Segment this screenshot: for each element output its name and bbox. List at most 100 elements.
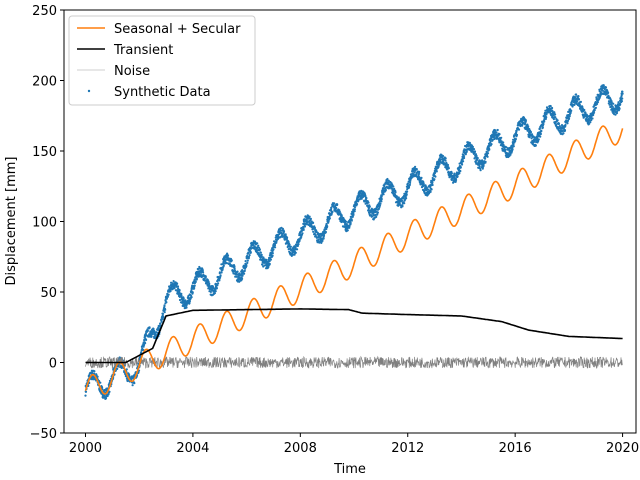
data-point — [465, 150, 468, 153]
data-point — [515, 133, 519, 136]
data-point — [84, 394, 87, 397]
data-point — [557, 122, 561, 125]
data-point — [414, 165, 417, 168]
data-point — [268, 260, 271, 263]
data-point — [474, 161, 477, 164]
data-point — [390, 187, 394, 190]
data-point — [151, 333, 154, 336]
x-axis-label: Time — [333, 462, 366, 477]
data-point — [194, 280, 197, 283]
data-point — [326, 225, 329, 228]
data-point — [504, 148, 507, 151]
data-point — [403, 202, 406, 205]
y-tick-label: 250 — [32, 4, 57, 19]
data-point — [420, 176, 423, 179]
data-point — [378, 206, 381, 209]
data-point — [275, 241, 278, 244]
data-point — [621, 97, 624, 100]
data-point — [96, 375, 99, 378]
data-point — [333, 202, 336, 205]
legend-label-noise: Noise — [114, 64, 150, 79]
data-point — [297, 243, 300, 246]
x-tick-label: 2012 — [391, 441, 424, 456]
data-point — [312, 221, 315, 224]
data-point — [331, 210, 334, 213]
data-point — [202, 271, 205, 274]
data-point — [574, 96, 577, 99]
data-point — [167, 293, 170, 296]
data-point — [300, 235, 303, 238]
data-point — [447, 167, 450, 170]
data-point — [498, 133, 501, 136]
data-point — [618, 107, 621, 110]
legend-swatch-data — [87, 89, 91, 93]
data-point — [245, 264, 248, 268]
data-point — [180, 292, 183, 295]
data-point — [221, 268, 224, 271]
data-point — [386, 177, 389, 181]
y-tick-label: 200 — [32, 75, 57, 90]
data-point — [614, 113, 617, 116]
data-point — [365, 197, 368, 200]
data-point — [463, 156, 466, 160]
data-point — [415, 168, 418, 171]
data-point — [380, 198, 383, 201]
data-point — [106, 394, 109, 398]
data-point — [247, 252, 250, 255]
data-point — [166, 295, 169, 298]
data-point — [434, 175, 437, 178]
data-point — [554, 116, 557, 119]
data-point — [301, 232, 304, 235]
data-point — [401, 205, 404, 208]
data-point — [527, 125, 530, 128]
data-point — [431, 183, 434, 187]
legend-frame — [68, 15, 256, 106]
data-point — [453, 172, 456, 175]
data-point — [577, 95, 580, 98]
data-point — [482, 164, 485, 167]
data-point — [258, 248, 261, 251]
data-point — [446, 163, 450, 167]
data-point — [104, 397, 108, 400]
data-point — [551, 106, 554, 110]
data-point — [345, 223, 348, 226]
data-point — [616, 104, 620, 107]
data-point — [413, 171, 416, 174]
data-point — [611, 105, 614, 108]
data-point — [140, 351, 143, 354]
data-point — [486, 153, 489, 157]
data-point — [441, 157, 444, 160]
data-point — [573, 103, 576, 106]
data-point — [491, 138, 494, 141]
data-point — [554, 113, 557, 116]
data-point — [438, 163, 441, 166]
data-point — [308, 215, 311, 218]
series-transient — [85, 308, 623, 364]
data-point — [615, 110, 619, 113]
data-point — [576, 100, 579, 103]
data-point — [405, 197, 408, 200]
data-point — [243, 272, 246, 275]
data-point — [256, 242, 259, 245]
data-point — [163, 304, 166, 307]
data-point — [569, 111, 572, 114]
data-point — [544, 117, 548, 120]
data-point — [405, 193, 408, 196]
data-point — [182, 299, 185, 302]
data-point — [515, 129, 518, 132]
data-point — [614, 111, 617, 114]
data-point — [249, 251, 252, 254]
data-point — [191, 291, 194, 294]
data-point — [169, 289, 172, 293]
data-point — [218, 279, 221, 282]
legend-label-transient: Transient — [113, 43, 173, 58]
data-point — [542, 123, 545, 126]
data-point — [560, 124, 564, 127]
data-point — [180, 294, 183, 297]
data-point — [458, 172, 461, 175]
series-synthetic-data — [84, 84, 624, 400]
x-axis-ticks: 2000 2004 2008 2012 2016 2020 — [69, 433, 639, 456]
data-point — [531, 133, 534, 136]
data-point — [422, 182, 425, 186]
data-point — [502, 144, 505, 147]
